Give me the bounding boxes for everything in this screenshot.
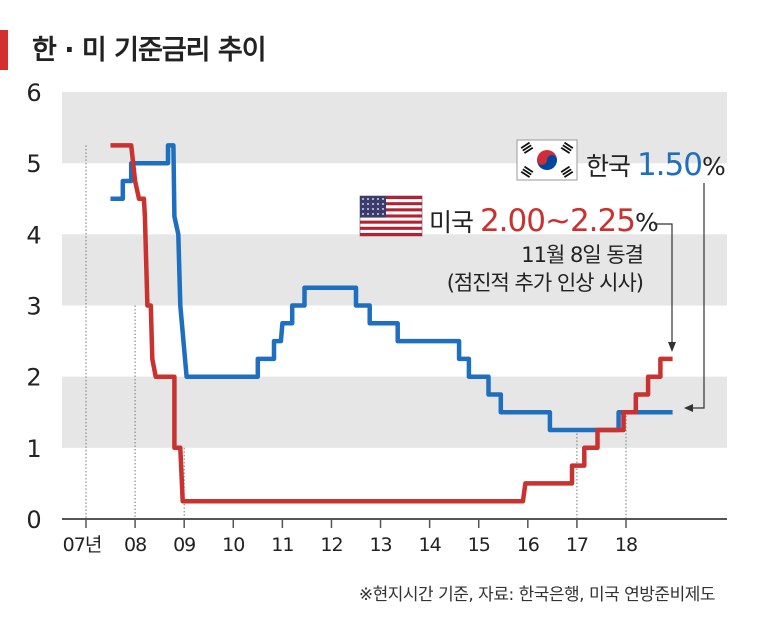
korea-end-label: 한국 1.50% (586, 147, 725, 183)
x-tick-label: 09 (173, 534, 195, 556)
us-end-label: 미국 2.00~2.25% (429, 203, 658, 239)
x-tick-label: 11 (271, 534, 293, 556)
us-annotation-hint: (점진적 추가 인상 시사) (447, 271, 643, 295)
title-accent-bar (0, 30, 8, 70)
us-leader-line (654, 223, 673, 344)
y-tick-label: 5 (26, 150, 41, 178)
grid-band (62, 234, 727, 306)
y-tick-label: 1 (26, 435, 41, 463)
y-tick-label: 6 (26, 79, 41, 107)
us-annotation-freeze: 11월 8일 동결 (521, 243, 643, 267)
x-tick-label: 12 (320, 534, 342, 556)
korea-leader-arrow (684, 404, 693, 412)
korea-leader-line (690, 183, 705, 409)
x-tick-label: 10 (222, 534, 244, 556)
x-tick-label: 14 (419, 534, 442, 556)
us-rate-line (110, 143, 673, 504)
source-footnote: ※현지시간 기준, 자료: 한국은행, 미국 연방준비제도 (358, 585, 716, 605)
x-tick-label: 13 (369, 534, 391, 556)
korea-flag-icon (516, 139, 578, 181)
chart-title: 한 · 미 기준금리 추이 (32, 35, 267, 66)
y-tick-label: 0 (26, 506, 41, 534)
x-tick-label: 15 (468, 534, 490, 556)
us-leader-arrow (668, 342, 676, 352)
y-tick-label: 4 (26, 221, 41, 249)
x-tick-label: 07년 (63, 534, 102, 556)
y-tick-label: 2 (26, 364, 41, 392)
x-tick-label: 08 (124, 534, 146, 556)
x-tick-label: 18 (615, 534, 637, 556)
korea-rate-line (110, 143, 673, 433)
x-tick-label: 16 (517, 534, 539, 556)
x-tick-label: 17 (566, 534, 588, 556)
y-tick-label: 3 (26, 293, 41, 321)
us-flag-icon (359, 195, 423, 237)
